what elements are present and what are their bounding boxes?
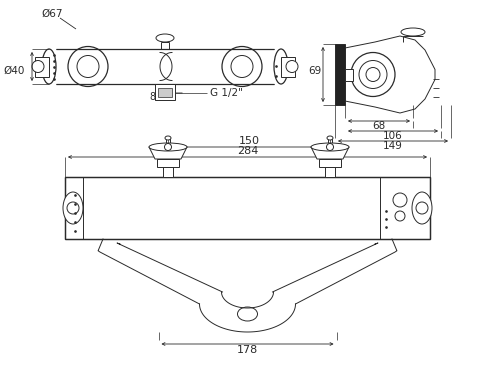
Ellipse shape	[165, 136, 171, 140]
Bar	[325, 167, 335, 177]
Circle shape	[77, 55, 99, 77]
Text: 149: 149	[383, 141, 403, 151]
Bar	[345, 68, 353, 80]
Bar	[163, 167, 173, 177]
Circle shape	[359, 60, 387, 89]
Ellipse shape	[401, 28, 425, 36]
Circle shape	[416, 202, 428, 214]
Circle shape	[32, 60, 44, 72]
Ellipse shape	[327, 136, 333, 140]
Text: G 1/2": G 1/2"	[210, 88, 243, 98]
Text: 69: 69	[308, 67, 322, 77]
Bar	[335, 44, 345, 105]
Circle shape	[67, 202, 79, 214]
Ellipse shape	[42, 49, 56, 84]
Text: 284: 284	[237, 146, 258, 156]
Bar	[155, 84, 175, 100]
Bar	[319, 159, 341, 167]
Text: 68: 68	[372, 121, 386, 131]
Bar	[35, 57, 49, 77]
Ellipse shape	[156, 34, 174, 42]
Circle shape	[222, 46, 262, 87]
Circle shape	[286, 60, 298, 72]
Ellipse shape	[412, 192, 432, 224]
Ellipse shape	[149, 143, 187, 151]
Text: 106: 106	[383, 131, 403, 141]
Ellipse shape	[63, 192, 83, 224]
Text: 8: 8	[149, 92, 155, 102]
Bar	[157, 159, 179, 167]
Ellipse shape	[311, 143, 349, 151]
Polygon shape	[345, 36, 435, 113]
Bar	[158, 88, 172, 97]
Circle shape	[231, 55, 253, 77]
Polygon shape	[149, 147, 187, 159]
Text: 150: 150	[238, 136, 260, 146]
Text: 178: 178	[237, 345, 258, 355]
Circle shape	[68, 46, 108, 87]
Bar	[281, 57, 295, 77]
Ellipse shape	[274, 49, 288, 84]
Text: Ø40: Ø40	[4, 66, 24, 76]
Text: Ø67: Ø67	[41, 9, 63, 19]
Polygon shape	[311, 147, 349, 159]
Circle shape	[351, 53, 395, 96]
Bar	[65, 177, 430, 239]
